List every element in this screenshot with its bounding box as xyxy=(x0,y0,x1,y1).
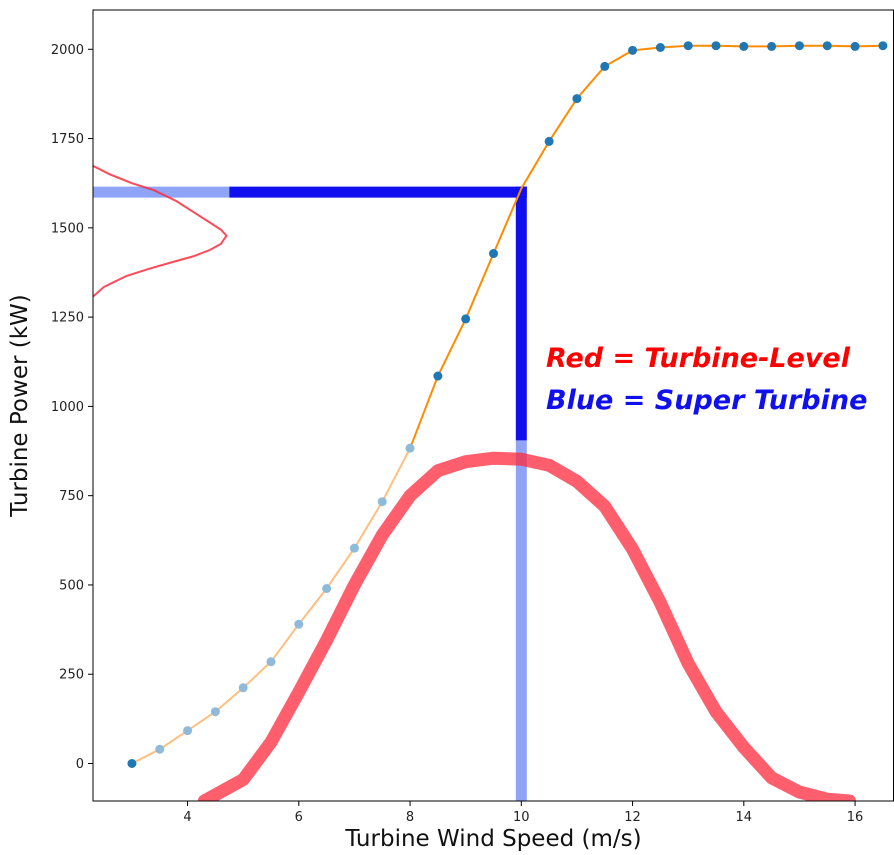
x-tick-label: 16 xyxy=(847,810,864,825)
power-point xyxy=(683,41,693,51)
x-axis-title: Turbine Wind Speed (m/s) xyxy=(344,826,641,852)
power-curve-line xyxy=(409,44,883,449)
power-distribution-curve xyxy=(93,164,228,298)
y-tick-label: 1000 xyxy=(51,400,84,415)
legend-annotation-red: Red = Turbine-Level xyxy=(546,343,851,374)
power-point-faded xyxy=(405,443,415,453)
x-tick-label: 12 xyxy=(624,810,641,825)
power-point xyxy=(489,249,498,259)
y-tick-label: 1250 xyxy=(51,311,84,326)
plot-area xyxy=(93,41,888,801)
y-tick-label: 250 xyxy=(59,668,84,683)
power-point xyxy=(767,41,777,51)
y-tick-label: 750 xyxy=(59,489,84,504)
y-tick-label: 2000 xyxy=(51,43,84,58)
power-point-faded xyxy=(238,683,248,693)
power-point xyxy=(850,41,860,51)
power-point xyxy=(127,759,137,769)
y-tick-label: 0 xyxy=(76,757,84,772)
y-tick-label: 500 xyxy=(59,578,84,593)
wind-speed-distribution-curve xyxy=(197,451,856,801)
x-tick-label: 8 xyxy=(406,810,414,825)
power-point xyxy=(628,45,638,55)
power-point-faded xyxy=(349,543,359,553)
x-tick-label: 14 xyxy=(736,810,753,825)
power-point xyxy=(878,41,888,51)
y-axis-title: Turbine Power (kW) xyxy=(7,294,33,517)
x-tick-label: 4 xyxy=(183,810,191,825)
power-point xyxy=(655,42,665,52)
x-tick-label: 6 xyxy=(295,810,303,825)
y-tick-label: 1750 xyxy=(51,132,84,147)
axis-ticks: 4 6 8 10 12 14 16 0 250 500 750 1000 1250 1500 1750 200… xyxy=(51,43,863,825)
power-point-faded xyxy=(210,707,220,717)
power-point xyxy=(822,41,832,51)
power-point-faded xyxy=(183,726,193,736)
power-point xyxy=(461,314,471,324)
power-point-faded xyxy=(322,584,332,594)
power-point-faded xyxy=(377,497,387,507)
y-tick-label: 1500 xyxy=(51,221,84,236)
power-point xyxy=(794,41,804,51)
x-tick-label: 10 xyxy=(513,810,530,825)
power-point xyxy=(600,61,610,71)
power-point xyxy=(739,41,749,51)
power-point xyxy=(433,371,443,381)
power-point xyxy=(711,41,721,51)
power-point-faded xyxy=(155,744,165,754)
power-point xyxy=(572,94,582,104)
power-point-faded xyxy=(266,657,276,667)
power-point xyxy=(544,136,554,146)
power-point-faded xyxy=(294,619,304,629)
legend-annotation-blue: Blue = Super Turbine xyxy=(546,385,867,416)
